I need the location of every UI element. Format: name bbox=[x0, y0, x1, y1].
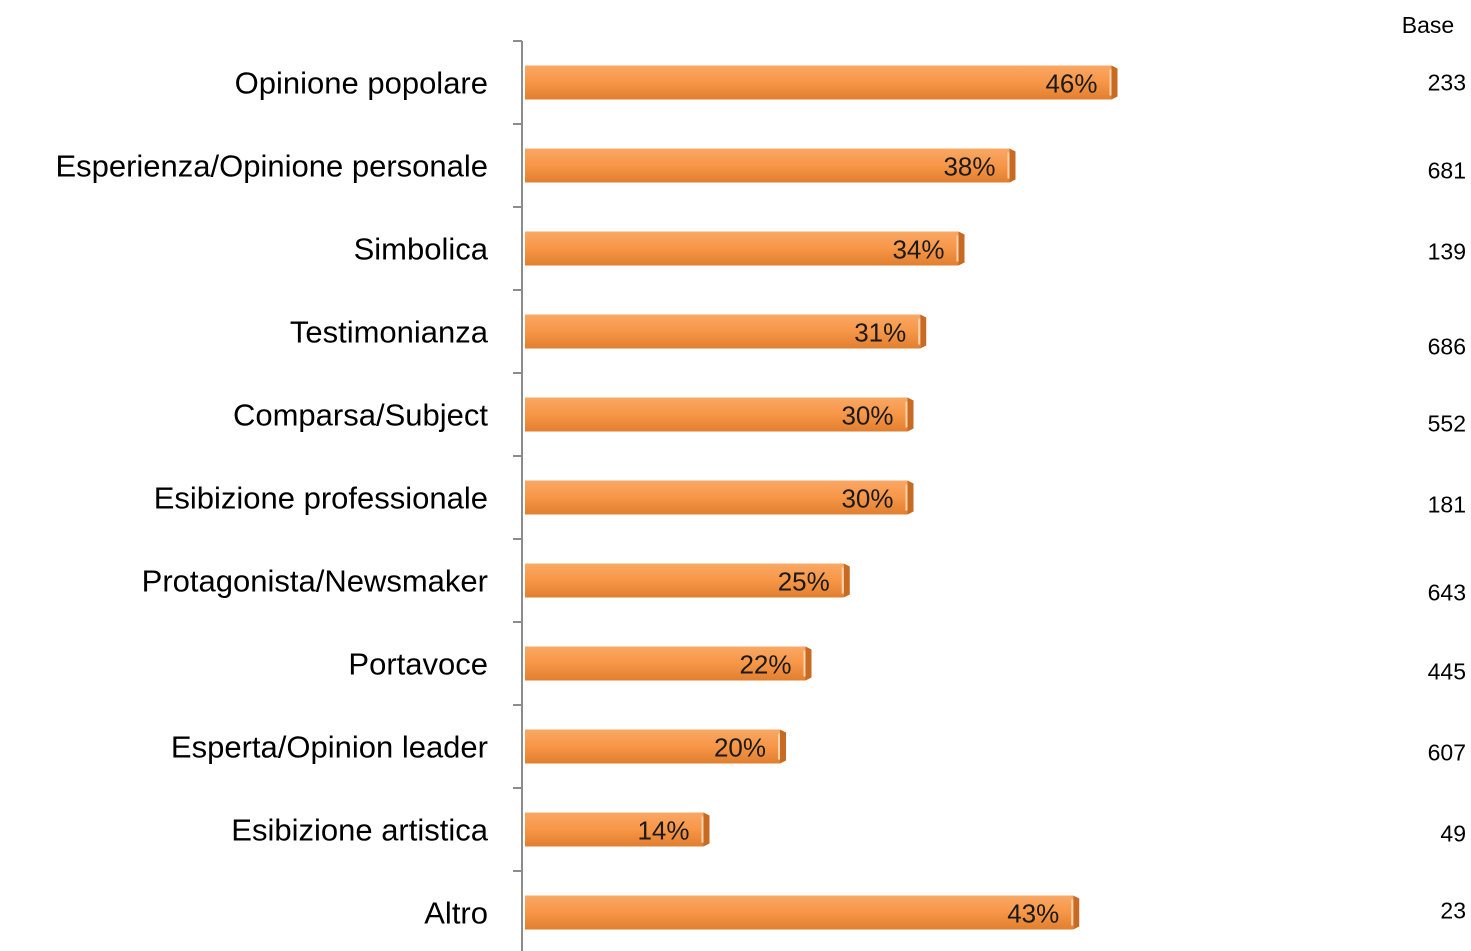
bar-end-cap bbox=[958, 231, 965, 266]
bar-end-cap bbox=[1073, 895, 1080, 930]
base-values: 233 681 139 686 552 181 643 445 607 49 23 bbox=[1428, 70, 1466, 924]
bar-end-cap bbox=[780, 729, 786, 764]
category-label: Esperienza/Opinione personale bbox=[55, 149, 488, 184]
base-value: 643 bbox=[1428, 580, 1466, 606]
base-column-title: Base bbox=[1402, 12, 1454, 38]
bar bbox=[525, 231, 959, 266]
category-label: Altro bbox=[424, 896, 488, 931]
base-value: 23 bbox=[1440, 898, 1466, 924]
category-label: Portavoce bbox=[348, 647, 488, 682]
base-value: 139 bbox=[1428, 239, 1466, 265]
bar-end-cap bbox=[843, 563, 850, 598]
bar-end-cap bbox=[907, 397, 914, 432]
bar-value-label: 25% bbox=[778, 567, 830, 597]
base-value: 681 bbox=[1428, 158, 1466, 184]
bar-end-cap bbox=[703, 812, 710, 847]
value-labels: 46% 38% 34% 31% 30% 30% 25% 22% 20% 14% 43% bbox=[637, 69, 1097, 929]
bar-value-label: 20% bbox=[714, 733, 766, 763]
category-axis bbox=[513, 40, 523, 951]
bar-value-label: 14% bbox=[637, 816, 689, 846]
bar bbox=[525, 65, 1112, 100]
base-value: 445 bbox=[1428, 659, 1466, 685]
bar-value-label: 38% bbox=[943, 152, 995, 182]
bar bbox=[525, 729, 780, 764]
bar bbox=[525, 646, 806, 681]
base-value: 181 bbox=[1428, 492, 1466, 518]
bar bbox=[525, 895, 1074, 930]
bar-end-cap bbox=[920, 314, 927, 349]
category-label: Simbolica bbox=[354, 232, 489, 267]
bar bbox=[525, 314, 921, 349]
bar-value-label: 22% bbox=[739, 650, 791, 680]
category-label: Protagonista/Newsmaker bbox=[142, 564, 488, 599]
bar-value-label: 30% bbox=[841, 401, 893, 431]
bar bbox=[525, 563, 844, 598]
bar bbox=[525, 148, 1010, 183]
base-value: 686 bbox=[1428, 334, 1466, 360]
category-labels: Opinione popolare Esperienza/Opinione per… bbox=[55, 66, 488, 931]
bar-value-label: 30% bbox=[841, 484, 893, 514]
bar-end-cap bbox=[805, 646, 812, 681]
base-value: 552 bbox=[1428, 411, 1466, 437]
bar bbox=[525, 397, 908, 432]
category-label: Esibizione professionale bbox=[154, 481, 488, 516]
bar bbox=[525, 480, 908, 515]
category-label: Comparsa/Subject bbox=[233, 398, 488, 433]
bar-value-label: 43% bbox=[1007, 899, 1059, 929]
category-label: Esperta/Opinion leader bbox=[171, 730, 488, 765]
bar-value-label: 34% bbox=[892, 235, 944, 265]
category-label: Esibizione artistica bbox=[231, 813, 488, 848]
category-label: Opinione popolare bbox=[235, 66, 488, 101]
bar-value-label: 46% bbox=[1045, 69, 1097, 99]
base-value: 233 bbox=[1428, 70, 1466, 96]
base-value: 49 bbox=[1440, 821, 1466, 847]
bar bbox=[525, 812, 704, 847]
base-value: 607 bbox=[1428, 740, 1466, 766]
bar-end-cap bbox=[1111, 65, 1118, 100]
bar-end-cap bbox=[1009, 148, 1016, 183]
bar-end-cap bbox=[907, 480, 914, 515]
bar-value-label: 31% bbox=[854, 318, 906, 348]
category-label: Testimonianza bbox=[290, 315, 489, 350]
bars bbox=[525, 65, 1118, 930]
